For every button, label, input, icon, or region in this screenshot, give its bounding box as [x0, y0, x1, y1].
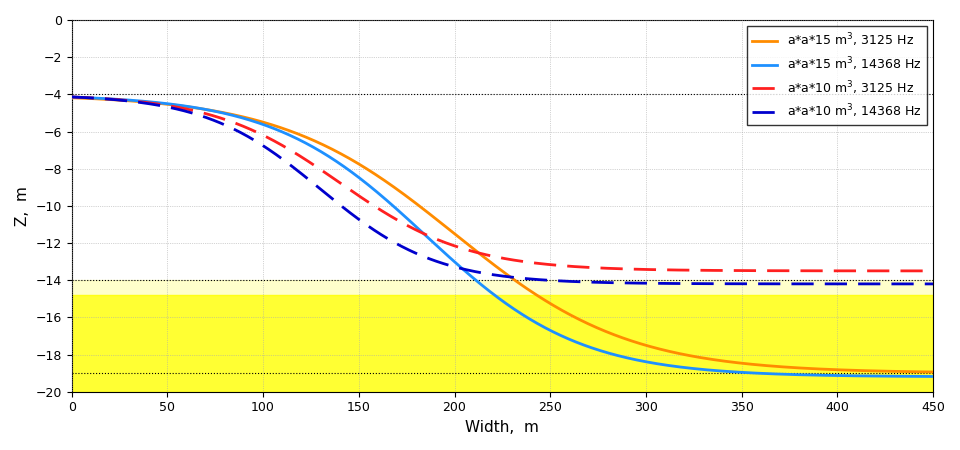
Legend: a*a*15 m$^3$, 3125 Hz, a*a*15 m$^3$, 14368 Hz, a*a*10 m$^3$, 3125 Hz, a*a*10 m$^: a*a*15 m$^3$, 3125 Hz, a*a*15 m$^3$, 143… — [747, 26, 926, 126]
Bar — [72, 280, 933, 295]
Bar — [72, 295, 933, 392]
Y-axis label: Z,  m: Z, m — [15, 186, 30, 226]
X-axis label: Width,  m: Width, m — [466, 420, 540, 435]
